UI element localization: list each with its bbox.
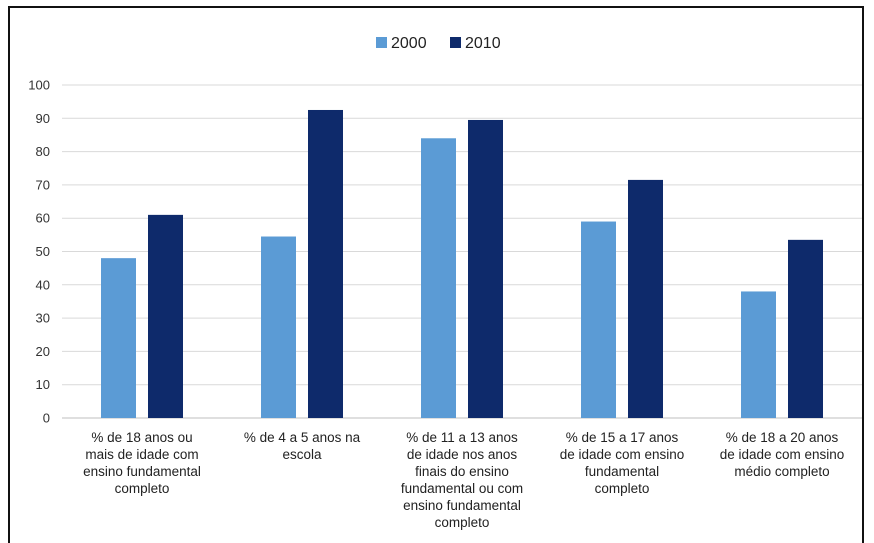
x-category-label-line: de idade nos anos [407, 447, 518, 462]
x-category-label-line: médio completo [734, 464, 829, 479]
x-category-label-line: completo [595, 481, 650, 496]
bar-2000 [741, 291, 776, 418]
legend-swatch-2010 [450, 37, 461, 48]
y-tick-label: 80 [36, 144, 50, 159]
x-category-label-line: de idade com ensino [560, 447, 685, 462]
x-category-label-line: completo [435, 515, 490, 530]
legend-swatch-2000 [376, 37, 387, 48]
x-category-label-line: fundamental ou com [401, 481, 523, 496]
y-tick-label: 30 [36, 311, 50, 326]
x-category-label: % de 18 a 20 anos de idade com ensino médi… [720, 430, 845, 479]
bar-2010 [148, 214, 183, 418]
y-tick-label: 10 [36, 377, 50, 392]
legend-label-2010: 2010 [465, 35, 501, 52]
y-tick-label: 0 [43, 411, 50, 426]
x-category-label-line: % de 11 a 13 anos [406, 430, 518, 445]
x-category-label-line: ensino fundamental [403, 498, 521, 513]
y-tick-label: 60 [36, 211, 50, 226]
x-category-label-line: % de 15 a 17 anos [566, 430, 679, 445]
x-category-label-line: finais do ensino [415, 464, 509, 479]
x-category-label-line: fundamental [585, 464, 659, 479]
y-tick-label: 20 [36, 344, 50, 359]
x-category-label: % de 11 a 13 anos de idade nos anos finais… [401, 430, 523, 530]
bar-2000 [261, 236, 296, 418]
x-category-label: % de 4 a 5 anos na escola [244, 430, 361, 462]
y-tick-label: 50 [36, 244, 50, 259]
bar-2010 [468, 119, 503, 418]
x-category-label-line: completo [115, 481, 170, 496]
x-category-label-line: escola [282, 447, 322, 462]
bar-2010 [788, 239, 823, 418]
x-category-label: % de 18 anos ou mais de idade com ensino f… [83, 430, 201, 496]
x-category-label-line: % de 4 a 5 anos na [244, 430, 361, 445]
y-tick-label: 90 [36, 111, 50, 126]
x-category-label-line: ensino fundamental [83, 464, 201, 479]
bar-2000 [421, 138, 456, 418]
x-category-label-line: mais de idade com [85, 447, 198, 462]
y-tick-label: 40 [36, 277, 50, 292]
x-category-label: % de 15 a 17 anos de idade com ensino fund… [560, 430, 685, 496]
bar-2010 [308, 109, 343, 418]
bar-2000 [581, 221, 616, 418]
bar-2000 [101, 258, 136, 418]
legend-label-2000: 2000 [391, 35, 427, 52]
y-tick-label: 70 [36, 177, 50, 192]
x-category-label-line: de idade com ensino [720, 447, 845, 462]
bar-2010 [628, 179, 663, 418]
y-tick-label: 100 [28, 78, 50, 93]
x-category-label-line: % de 18 anos ou [91, 430, 192, 445]
x-category-label-line: % de 18 a 20 anos [726, 430, 839, 445]
